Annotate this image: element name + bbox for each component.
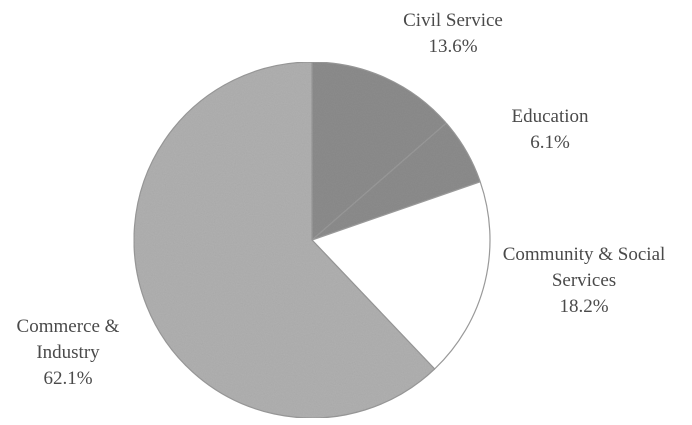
slice-label-civil-service-0: Civil Service — [403, 10, 503, 31]
slice-label-community-social-services-0: Community & Social — [503, 244, 666, 265]
pie-slice-commerce-industry — [133, 61, 436, 419]
labels-layer: Civil Service 13.6% Education 6.1% Community… — [17, 10, 666, 389]
slice-label-education-0: Education — [511, 106, 589, 127]
slice-label-community-social-services-1: Services — [552, 270, 616, 291]
slice-label-commerce-industry-1: Industry — [36, 342, 100, 363]
slices-layer — [133, 61, 491, 419]
pie-slice-community-social-services — [310, 181, 491, 370]
slice-value-label-community-social-services: 18.2% — [559, 296, 608, 317]
slice-value-label-commerce-industry: 62.1% — [43, 368, 92, 389]
pie-slice-civil-service — [311, 61, 448, 242]
slice-value-label-civil-service: 13.6% — [428, 36, 477, 57]
slice-value-label-education: 6.1% — [530, 132, 570, 153]
slice-label-commerce-industry-0: Commerce & — [17, 316, 120, 337]
